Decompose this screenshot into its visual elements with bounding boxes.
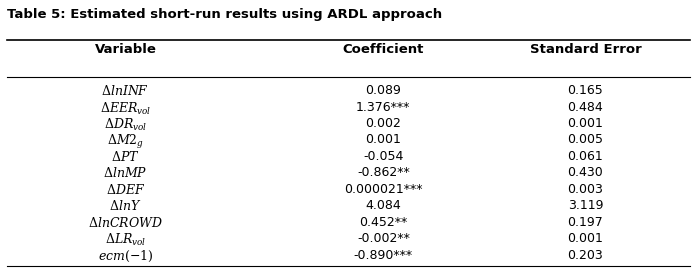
Text: $\Delta DEF$: $\Delta DEF$	[106, 183, 145, 197]
Text: -0.890***: -0.890***	[354, 248, 413, 262]
Text: $\Delta EER_{vol}$: $\Delta EER_{vol}$	[100, 101, 151, 117]
Text: Variable: Variable	[95, 43, 156, 56]
Text: 0.203: 0.203	[567, 248, 604, 262]
Text: -0.002**: -0.002**	[357, 232, 410, 245]
Text: 0.001: 0.001	[365, 134, 401, 147]
Text: 3.119: 3.119	[568, 199, 603, 212]
Text: 1.376***: 1.376***	[356, 101, 411, 114]
Text: 0.001: 0.001	[567, 232, 604, 245]
Text: $\Delta lnCROWD$: $\Delta lnCROWD$	[88, 216, 163, 230]
Text: $\Delta lnY$: $\Delta lnY$	[109, 199, 141, 213]
Text: -0.054: -0.054	[363, 150, 404, 163]
Text: 0.002: 0.002	[365, 117, 401, 130]
Text: $\Delta M2_{g}$: $\Delta M2_{g}$	[107, 134, 144, 152]
Text: 0.430: 0.430	[567, 166, 604, 179]
Text: 0.000021***: 0.000021***	[344, 183, 422, 196]
Text: Standard Error: Standard Error	[530, 43, 641, 56]
Text: $\Delta DR_{vol}$: $\Delta DR_{vol}$	[104, 117, 147, 133]
Text: Coefficient: Coefficient	[343, 43, 424, 56]
Text: 0.005: 0.005	[567, 134, 604, 147]
Text: 4.084: 4.084	[365, 199, 401, 212]
Text: $\Delta lnINF$: $\Delta lnINF$	[102, 84, 149, 98]
Text: 0.165: 0.165	[567, 84, 604, 97]
Text: 0.452**: 0.452**	[359, 216, 408, 229]
Text: 0.061: 0.061	[567, 150, 604, 163]
Text: $\Delta PT$: $\Delta PT$	[112, 150, 139, 164]
Text: 0.197: 0.197	[567, 216, 604, 229]
Text: -0.862**: -0.862**	[357, 166, 410, 179]
Text: 0.001: 0.001	[567, 117, 604, 130]
Text: $ecm(-1)$: $ecm(-1)$	[98, 248, 153, 264]
Text: 0.003: 0.003	[567, 183, 604, 196]
Text: Table 5: Estimated short-run results using ARDL approach: Table 5: Estimated short-run results usi…	[7, 8, 442, 21]
Text: 0.484: 0.484	[567, 101, 604, 114]
Text: 0.089: 0.089	[365, 84, 401, 97]
Text: $\Delta lnMP$: $\Delta lnMP$	[103, 166, 148, 180]
Text: $\Delta LR_{vol}$: $\Delta LR_{vol}$	[105, 232, 146, 248]
